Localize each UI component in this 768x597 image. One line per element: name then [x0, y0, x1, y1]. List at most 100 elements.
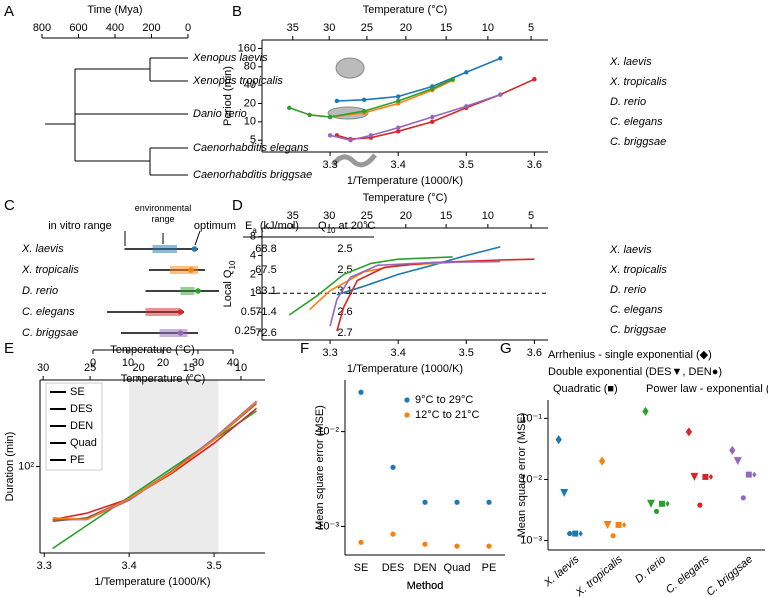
optimum	[191, 246, 198, 252]
x-tick-label: Quad	[444, 562, 471, 574]
optimum	[188, 267, 194, 273]
table-cell: 2.5	[337, 243, 352, 255]
data-point	[395, 129, 401, 134]
table-header-rest: at 20°C	[335, 220, 375, 232]
tick-label: 600	[69, 22, 87, 34]
data-point	[390, 464, 396, 470]
legend-label: Quad	[70, 437, 97, 449]
data-point	[659, 500, 665, 507]
legend-text: Quadratic (■)	[553, 383, 618, 395]
panel-label: G	[500, 340, 512, 357]
x2-tick-label: 20	[400, 22, 412, 34]
legend-label: D. rerio	[610, 96, 646, 108]
x-tick-label: 30	[192, 357, 204, 369]
y-tick-label: 1	[250, 287, 256, 299]
series-line	[329, 260, 501, 327]
data-point	[454, 543, 460, 549]
category-label: C. briggsae	[22, 327, 78, 339]
data-point	[395, 125, 401, 130]
worm-icon	[330, 153, 377, 168]
x2-tick-label: 15	[440, 210, 452, 222]
data-point	[733, 457, 742, 466]
y-tick-label: 0.5	[241, 306, 256, 318]
y-tick-label: 10⁻³	[520, 534, 542, 546]
category-label: X. tropicalis	[21, 264, 79, 276]
y-tick-label: 10	[244, 116, 256, 128]
panel-label: A	[4, 3, 14, 20]
x-tick-label: 0	[90, 357, 96, 369]
x2-tick-label: 20	[400, 210, 412, 222]
data-point	[361, 108, 367, 114]
data-point	[454, 499, 460, 505]
legend-label: 12°C to 21°C	[415, 409, 479, 421]
legend-label: DES	[70, 403, 93, 415]
y-tick-label: 10⁻²	[520, 473, 542, 485]
table-header: Q10 at 20°C	[318, 220, 375, 235]
axis-title: Time (Mya)	[87, 4, 142, 16]
annotation-box: environmental range	[135, 203, 192, 224]
x-tick-label: 3.3	[37, 560, 52, 572]
y-tick-label: 10⁻¹	[520, 412, 542, 424]
data-point	[598, 456, 606, 466]
optimum	[177, 309, 184, 315]
x2-tick-label: 10	[235, 362, 247, 374]
branch	[75, 147, 188, 176]
legend-label: X. tropicalis	[609, 76, 667, 88]
panel-label: F	[300, 340, 309, 357]
data-point	[615, 521, 622, 528]
tick-label: 800	[33, 22, 51, 34]
legend-text: Double exponential (DES▼, DEN●)	[548, 366, 722, 378]
x2-tick-label: 25	[84, 362, 96, 374]
environmental-range	[159, 329, 188, 337]
data-point	[729, 445, 736, 455]
x-tick-label: DES	[382, 562, 405, 574]
data-point	[647, 499, 655, 508]
data-point	[327, 133, 333, 138]
legend-label: C. elegans	[610, 116, 663, 128]
data-point	[603, 520, 612, 529]
y-axis-title: Mean square error (MSE)	[314, 405, 326, 530]
data-point	[642, 406, 649, 416]
series-line	[52, 410, 257, 550]
panel-label: D	[232, 197, 243, 214]
x-tick-label: X. tropicalis	[573, 553, 625, 597]
y-tick-label: 8	[250, 231, 256, 243]
panel-label: C	[4, 197, 15, 214]
data-point	[498, 92, 503, 97]
x-tick-label: 3.6	[527, 347, 542, 359]
series-line	[288, 256, 453, 316]
leaf-label: Caenorhabditis elegans	[193, 142, 309, 154]
data-point	[752, 471, 757, 478]
x2-tick-label: 5	[528, 22, 534, 34]
category-label: C. elegans	[22, 306, 75, 318]
x2-axis-title: Temperature (°C)	[363, 192, 447, 204]
table-cell: 2.7	[337, 327, 352, 339]
x-tick-label: PE	[482, 562, 497, 574]
data-point	[740, 495, 746, 501]
x2-tick-label: 5	[528, 210, 534, 222]
data-point	[622, 521, 627, 528]
annotation: optimum	[194, 220, 236, 232]
legend-swatch	[404, 412, 410, 418]
data-point	[430, 119, 435, 125]
data-point	[464, 104, 469, 109]
x-tick-label: 3.6	[527, 159, 542, 171]
legend-box	[45, 382, 103, 471]
leaf-label: Danio rerio	[193, 108, 247, 120]
x2-axis-title: Temperature (°C)	[363, 4, 447, 16]
data-point	[395, 98, 401, 104]
data-point	[422, 541, 428, 547]
y-axis-title-main: Local Q	[222, 269, 234, 307]
data-point	[708, 473, 713, 480]
y-axis-title: Period (min)	[222, 66, 234, 126]
legend-label: DEN	[70, 420, 93, 432]
y-tick-label: 2	[250, 268, 256, 280]
y-tick-label: 10⁻³	[317, 520, 339, 532]
tree-branches	[45, 57, 188, 176]
data-point	[665, 500, 670, 507]
table-cell: 67.5	[255, 264, 276, 276]
y-axis-title: Duration (min)	[4, 432, 16, 502]
optimum	[195, 288, 201, 294]
x-tick-label: 3.5	[459, 347, 474, 359]
table-header-sub: a	[252, 226, 257, 235]
